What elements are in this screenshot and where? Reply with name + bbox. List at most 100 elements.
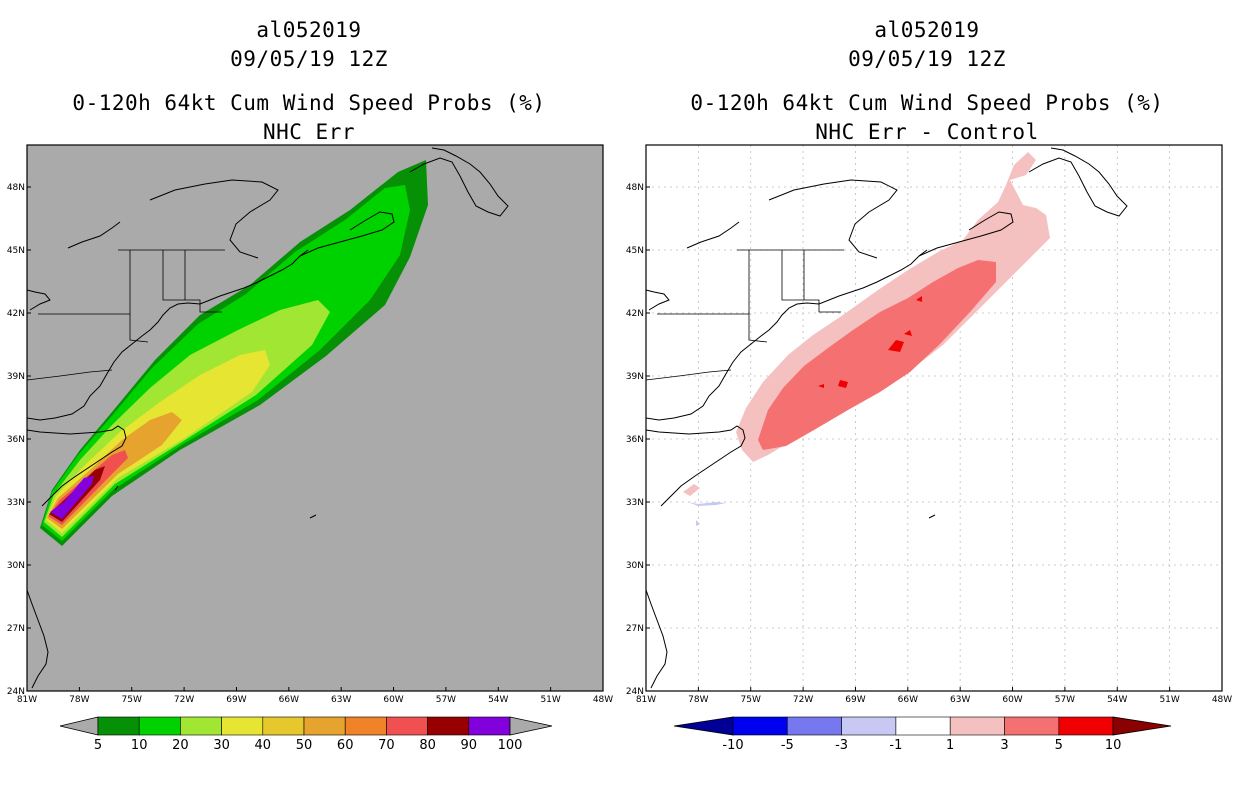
colorbar-bin	[97, 716, 140, 736]
lon-tick-label: 57W	[436, 695, 456, 705]
lat-tick-label: 30N	[7, 561, 25, 571]
colorbar-label: -3	[835, 738, 848, 753]
diff-band-5a	[888, 340, 904, 352]
right-colorbar-bins	[732, 716, 1114, 736]
colorbar-bin	[1058, 716, 1114, 736]
colorbar-bin	[895, 716, 951, 736]
colorbar-label: -10	[722, 738, 743, 753]
left-map: 81W 78W 75W 72W 69W 66W 63W 60W 57W 54W 51W 48W 24N…	[7, 144, 613, 705]
left-subtitle: NHC Err	[262, 120, 355, 144]
right-colorbar-under-arrow	[673, 716, 734, 736]
right-diff-swath	[683, 152, 1050, 526]
colorbar-bin	[949, 716, 1005, 736]
left-lat-ticks: 24N 27N 30N 33N 36N 39N 42N 45N 48N	[7, 183, 31, 697]
right-map: 81W 78W 75W 72W 69W 66W 63W 60W 57W 54W 51W 48W 24N…	[626, 144, 1232, 705]
left-map-frame	[26, 144, 604, 692]
left-colorbar-labels: 5 10 20 30 40 50 60 70 80 90 100	[94, 738, 523, 753]
right-product-title: 0-120h 64kt Cum Wind Speed Probs (%)	[690, 91, 1164, 115]
lon-tick-label: 81W	[17, 695, 37, 705]
diff-band-neg1b	[696, 520, 700, 526]
lat-tick-label: 36N	[7, 435, 25, 445]
colorbar-bin	[841, 716, 897, 736]
left-political-boundaries	[26, 249, 225, 381]
left-product-title: 0-120h 64kt Cum Wind Speed Probs (%)	[72, 91, 546, 115]
right-colorbar-labels: -10 -5 -3 -1 1 3 5 10	[722, 738, 1121, 753]
right-lat-ticks: 24N 27N 30N 33N 36N 39N 42N 45N 48N	[626, 183, 650, 697]
prob-band-100	[50, 476, 94, 519]
diff-band-5b	[838, 380, 848, 388]
lat-tick-label: 45N	[626, 246, 644, 256]
colorbar-bin	[138, 716, 181, 736]
colorbar-label: 80	[419, 738, 436, 753]
left-prob-swath	[40, 160, 428, 546]
colorbar-bin	[787, 716, 842, 736]
diff-band-5d	[916, 296, 922, 302]
colorbar-label: -1	[889, 738, 902, 753]
diff-band-neg1a	[688, 502, 726, 506]
diff-band-1-south	[683, 484, 700, 496]
lon-tick-label: 69W	[845, 695, 865, 705]
right-colorbar: -10 -5 -3 -1 1 3 5 10	[673, 716, 1172, 753]
lat-tick-label: 39N	[626, 372, 644, 382]
lon-tick-label: 48W	[1212, 695, 1232, 705]
lon-tick-label: 51W	[540, 695, 560, 705]
lat-tick-label: 33N	[7, 498, 25, 508]
lon-tick-label: 51W	[1159, 695, 1179, 705]
colorbar-bin	[344, 716, 387, 736]
diff-band-5e	[904, 330, 912, 336]
right-lon-ticks: 81W 78W 75W 72W 69W 66W 63W 60W 57W 54W 51W 48W	[636, 687, 1232, 705]
colorbar-bin	[262, 716, 305, 736]
right-map-frame	[645, 144, 1223, 692]
colorbar-label: 5	[94, 738, 102, 753]
colorbar-bin	[221, 716, 264, 736]
colorbar-bin	[180, 716, 222, 736]
lon-tick-label: 54W	[1107, 695, 1127, 705]
colorbar-label: 60	[337, 738, 354, 753]
lon-tick-label: 81W	[636, 695, 656, 705]
lon-tick-label: 72W	[174, 695, 194, 705]
lat-tick-label: 45N	[7, 246, 25, 256]
lon-tick-label: 63W	[950, 695, 970, 705]
colorbar-label: 70	[378, 738, 395, 753]
left-colorbar: 5 10 20 30 40 50 60 70 80 90 100	[59, 716, 553, 753]
right-subtitle: NHC Err - Control	[815, 120, 1039, 144]
diff-band-5c	[818, 384, 824, 388]
lon-tick-label: 54W	[488, 695, 508, 705]
left-map-svg: 81W 78W 75W 72W 69W 66W 63W 60W 57W 54W 51W 48W 24N…	[7, 144, 613, 753]
colorbar-bin	[303, 716, 346, 736]
right-coastlines	[645, 147, 1128, 689]
left-coastlines	[26, 147, 509, 689]
left-colorbar-over-arrow	[509, 716, 553, 736]
lat-tick-label: 42N	[626, 309, 644, 319]
colorbar-bin	[386, 716, 428, 736]
lon-tick-label: 78W	[69, 695, 89, 705]
lat-tick-label: 27N	[7, 624, 25, 634]
left-lon-ticks: 81W 78W 75W 72W 69W 66W 63W 60W 57W 54W 51W 48W	[17, 687, 613, 705]
lat-tick-label: 42N	[7, 309, 25, 319]
colorbar-label: 10	[131, 738, 148, 753]
colorbar-label: -5	[781, 738, 794, 753]
lat-tick-label: 27N	[626, 624, 644, 634]
lon-tick-label: 57W	[1055, 695, 1075, 705]
left-cycle-time: 09/05/19 12Z	[230, 47, 388, 71]
right-political-boundaries	[645, 249, 844, 381]
left-storm-id: al052019	[256, 18, 362, 42]
lat-tick-label: 24N	[7, 687, 25, 697]
right-storm-id: al052019	[874, 18, 980, 42]
lon-tick-label: 66W	[898, 695, 918, 705]
colorbar-label: 90	[461, 738, 478, 753]
lon-tick-label: 69W	[226, 695, 246, 705]
left-colorbar-bins	[97, 716, 511, 736]
colorbar-bin	[427, 716, 470, 736]
lat-tick-label: 33N	[626, 498, 644, 508]
colorbar-label: 100	[498, 738, 523, 753]
right-cycle-time: 09/05/19 12Z	[848, 47, 1006, 71]
right-colorbar-over-arrow	[1112, 716, 1172, 736]
lat-tick-label: 30N	[626, 561, 644, 571]
right-panel: al052019 09/05/19 12Z 0-120h 64kt Cum Wi…	[618, 0, 1236, 800]
colorbar-label: 5	[1055, 738, 1063, 753]
lon-tick-label: 75W	[122, 695, 142, 705]
lat-tick-label: 36N	[626, 435, 644, 445]
colorbar-label: 10	[1105, 738, 1122, 753]
lon-tick-label: 60W	[1002, 695, 1022, 705]
